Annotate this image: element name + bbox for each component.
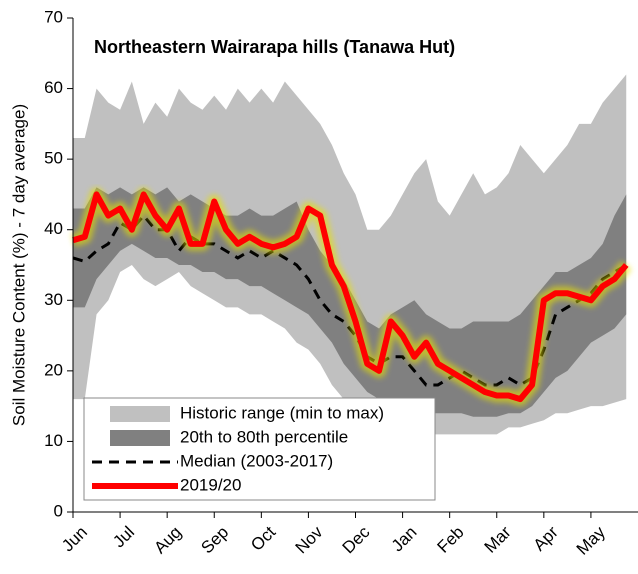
y-tick-label: 10 (44, 431, 63, 450)
legend-swatch (110, 430, 170, 446)
legend-swatch (110, 406, 170, 422)
x-tick-label: Feb (434, 523, 468, 557)
x-tick-label: Jul (109, 523, 138, 552)
y-tick-label: 70 (44, 7, 63, 26)
x-tick-label: Mar (481, 522, 515, 556)
x-tick-label: Apr (530, 522, 562, 554)
x-tick-label: Dec (339, 522, 374, 557)
legend-label: 2019/20 (180, 475, 241, 494)
chart-title: Northeastern Wairarapa hills (Tanawa Hut… (94, 37, 455, 57)
x-tick-label: Jun (58, 523, 91, 556)
plot-area (70, 74, 632, 435)
y-axis-label: Soil Moisture Content (%) - 7 day averag… (9, 104, 28, 426)
x-tick-label: Sep (197, 523, 232, 558)
x-tick-label: Jan (388, 523, 421, 556)
y-tick-label: 40 (44, 219, 63, 238)
y-tick-label: 50 (44, 149, 63, 168)
x-tick-label: Aug (150, 523, 185, 558)
legend-label: Historic range (min to max) (180, 403, 384, 422)
y-tick-label: 60 (44, 78, 63, 97)
y-tick-label: 20 (44, 360, 63, 379)
legend-label: Median (2003-2017) (180, 451, 333, 470)
y-tick-label: 0 (54, 501, 63, 520)
x-tick-label: May (573, 522, 609, 558)
line (72, 191, 629, 403)
legend-label: 20th to 80th percentile (180, 427, 348, 446)
y-tick-label: 30 (44, 290, 63, 309)
x-tick-label: Oct (247, 522, 279, 554)
legend: Historic range (min to max) 20th to 80th … (92, 403, 384, 494)
x-tick-label: Nov (292, 522, 327, 557)
